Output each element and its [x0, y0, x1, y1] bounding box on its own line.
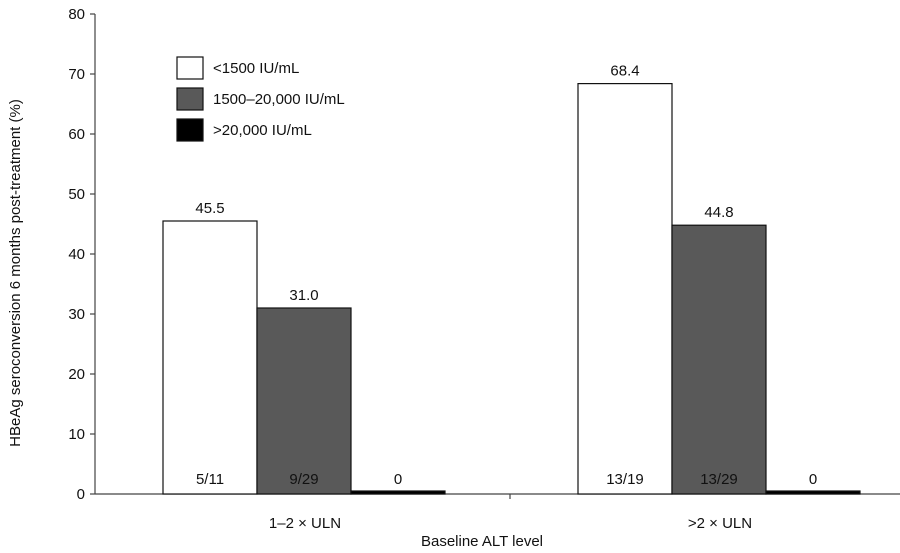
bar-count-label: 13/29: [700, 471, 738, 488]
bar: [577, 82, 673, 495]
legend-swatch: [176, 87, 204, 111]
y-tick-label: 30: [68, 306, 85, 323]
y-tick-label: 80: [68, 6, 85, 23]
bar-value-label: 31.0: [289, 287, 318, 304]
bar: [671, 224, 767, 495]
y-tick-label: 70: [68, 66, 85, 83]
y-tick-label: 0: [77, 486, 85, 503]
y-tick-label: 20: [68, 366, 85, 383]
bar-count-label: 9/29: [289, 471, 318, 488]
bar-count-label: 0: [394, 471, 402, 488]
bar-count-label: 13/19: [606, 471, 644, 488]
y-tick-label: 60: [68, 126, 85, 143]
bar: [350, 490, 446, 495]
y-tick-label: 10: [68, 426, 85, 443]
y-tick-label: 40: [68, 246, 85, 263]
y-tick-label: 50: [68, 186, 85, 203]
y-axis-title: HBeAg seroconversion 6 months post-treat…: [7, 99, 24, 447]
legend-label: 1500–20,000 IU/mL: [213, 91, 345, 108]
x-tick-label: >2 × ULN: [688, 515, 752, 532]
bar: [765, 490, 861, 495]
legend-label: <1500 IU/mL: [213, 60, 299, 77]
bar-count-label: 0: [809, 471, 817, 488]
bar-value-label: 68.4: [610, 63, 639, 80]
legend-label: >20,000 IU/mL: [213, 122, 312, 139]
x-axis-title: Baseline ALT level: [421, 533, 543, 550]
bar-count-label: 5/11: [196, 471, 224, 488]
bar-value-label: 44.8: [704, 204, 733, 221]
x-axis: 1–2 × ULN >2 × ULN: [95, 493, 900, 532]
bar-labels: 45.5 5/11 31.0 9/29 0 68.4 13/19 44.8 13/29 0: [195, 63, 817, 488]
x-tick-label: 1–2 × ULN: [269, 515, 341, 532]
bar: [256, 307, 352, 495]
legend-swatch: [176, 56, 204, 80]
bar-value-label: 45.5: [195, 200, 224, 217]
legend: <1500 IU/mL 1500–20,000 IU/mL >20,000 IU/m…: [176, 56, 345, 142]
legend-swatch: [176, 118, 204, 142]
bars: [162, 82, 861, 495]
y-axis: 0 10 20 30 40 50 60 70 80: [68, 6, 96, 503]
bar: [162, 220, 258, 495]
